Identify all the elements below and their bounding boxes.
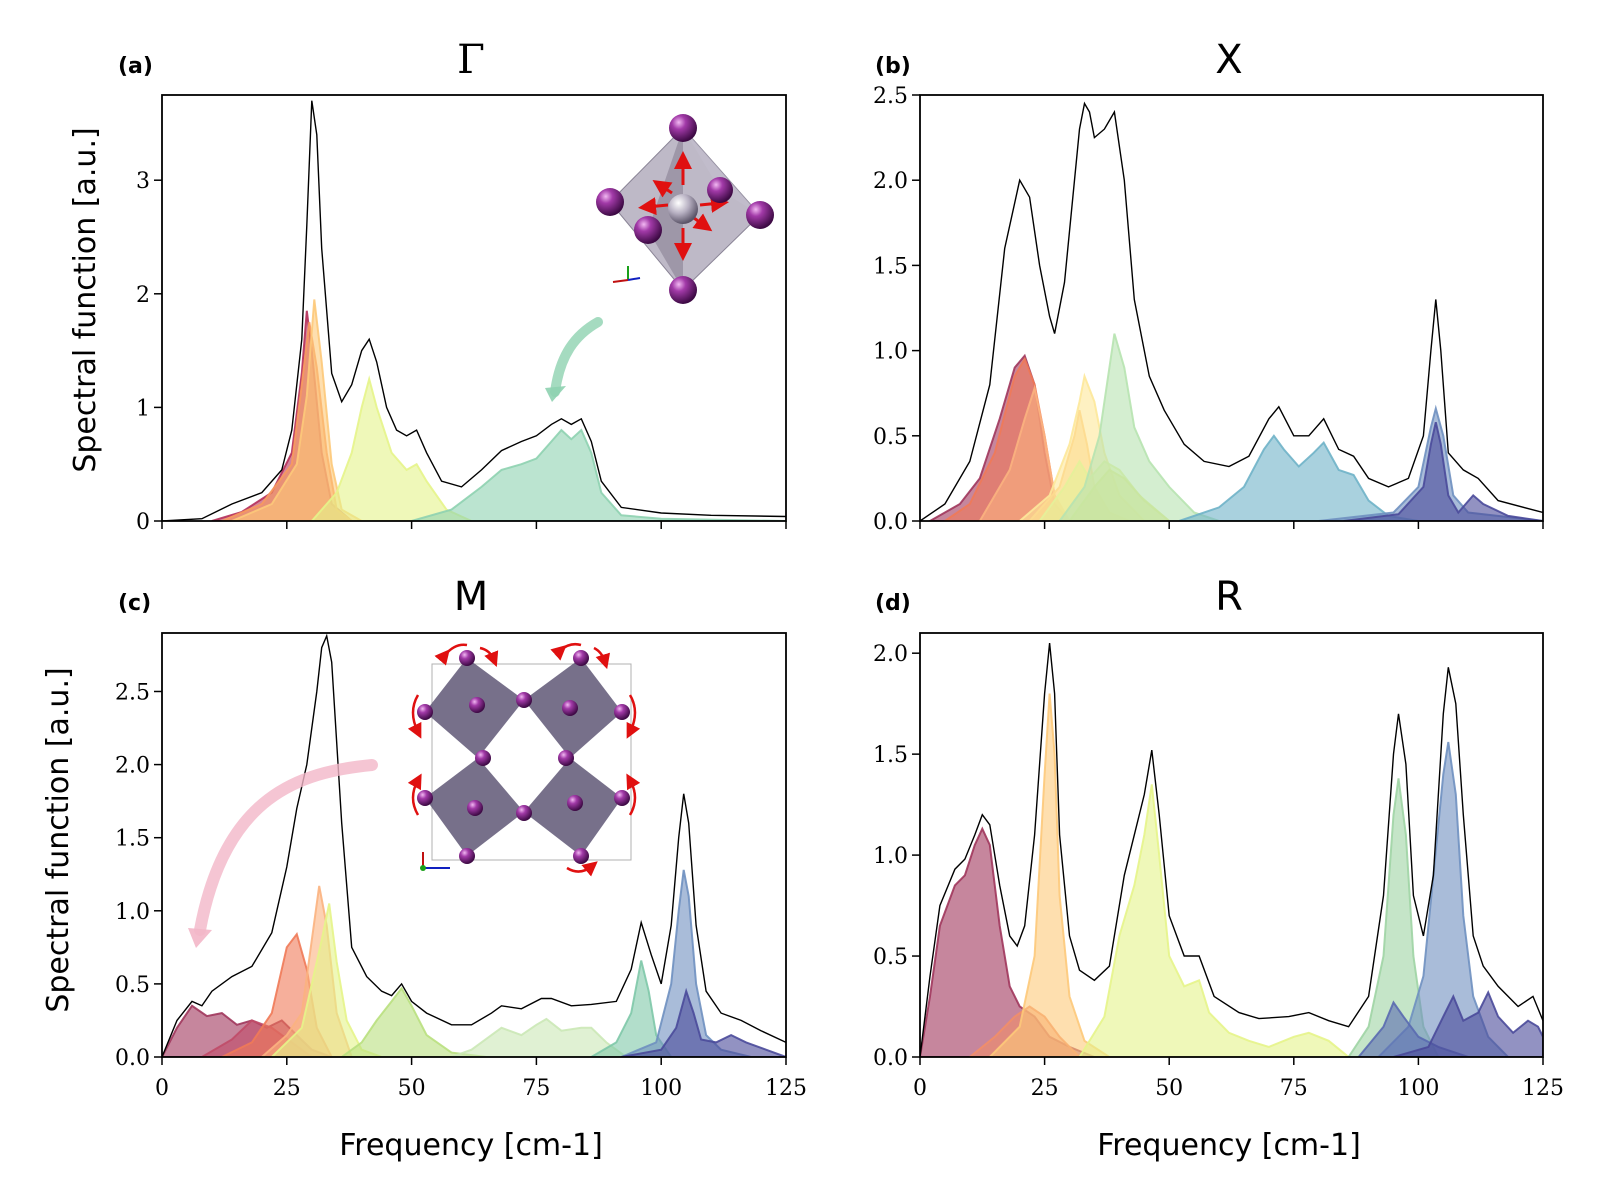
y-axis-label-a: Spectral function [a.u.] [68,127,103,472]
series-group [162,633,786,1057]
mode-area-5 [411,428,786,521]
plot-area-d: 0.0 0.5 1.0 1.5 2.0 0 25 50 75 100 125 [873,632,1564,1101]
y-tick-label: 0.5 [873,945,908,970]
y-tick-label: 0.5 [115,973,150,998]
y-tick-label: 3 [136,169,150,194]
x-tick-label: 25 [273,1076,301,1101]
x-tick-label: 75 [522,1076,550,1101]
y-axis-label-c: Spectral function [a.u.] [41,667,76,1012]
inset-tilted-octahedra [407,642,641,877]
plot-area-b: 0.0 0.5 1.0 1.5 2.0 2.5 [873,84,1544,535]
y-tick-label: 0.0 [873,1046,908,1071]
mode-area-6 [340,986,487,1057]
y-tick-label: 0.5 [873,425,908,450]
total-spectrum-line [162,633,786,1057]
total-spectrum-line [920,101,1543,521]
series-group [162,100,786,521]
mode-area-11 [1343,421,1543,521]
panel-label-b: (b) [875,54,911,79]
y-tick-label: 1.0 [115,900,150,925]
mode-area-7 [451,1017,628,1057]
panel-label-c: (c) [118,591,151,616]
inset-octahedron [596,114,774,304]
y-tick-label: 1.0 [873,844,908,869]
arrow-c-head [188,928,212,948]
panel-label-d: (d) [875,591,911,616]
panel-title-c: M [454,574,489,620]
panel-title-a: Γ [457,37,485,83]
axes-frame [161,94,787,522]
axes-frame [919,94,1544,522]
y-tick-label: 2 [136,283,150,308]
panel-title-b: X [1215,37,1242,83]
y-tick-label: 0.0 [873,510,908,535]
series-group [920,101,1543,521]
y-tick-label: 1.5 [873,743,908,768]
y-tick-label: 2.5 [115,680,150,705]
mode-area-9 [1178,434,1419,521]
x-tick-label: 50 [1155,1076,1183,1101]
y-tick-label: 1.0 [873,340,908,365]
panel-d: (d) R 0.0 0.5 1.0 1.5 2.0 0 25 50 75 100 125 [873,574,1564,1101]
arrow-a [550,317,603,397]
y-tick-label: 1.5 [873,254,908,279]
y-tick-label: 2.0 [115,754,150,779]
y-tick-label: 2.5 [873,84,908,109]
y-tick-label: 0.0 [115,1046,150,1071]
total-spectrum-line [920,643,1543,1057]
mode-area-10 [621,987,786,1057]
mode-area-4 [310,375,472,521]
x-tick-label: 125 [765,1076,807,1101]
x-tick-label: 50 [398,1076,426,1101]
y-tick-label: 2.0 [873,169,908,194]
x-tick-label: 0 [155,1076,169,1101]
x-tick-label: 25 [1031,1076,1059,1101]
y-tick-label: 0 [136,510,150,535]
y-tick-label: 2.0 [873,642,908,667]
x-tick-label: 100 [640,1076,682,1101]
arrow-a-head [545,386,566,402]
plot-area-c: 0.0 0.5 1.0 1.5 2.0 2.5 0 25 50 75 100 125 [115,632,807,1101]
x-tick-label: 100 [1397,1076,1439,1101]
axes-frame [919,632,1544,1058]
x-tick-label: 125 [1522,1076,1564,1101]
mode-area-8 [1068,468,1171,521]
y-tick-label: 1 [136,396,150,421]
x-axis-label-d: Frequency [cm-1] [1097,1128,1361,1163]
series-group [920,643,1543,1057]
y-tick-label: 1.5 [115,827,150,852]
panel-title-d: R [1215,574,1243,620]
x-axis-label-c: Frequency [cm-1] [339,1128,603,1163]
panel-a: (a) Γ 0 1 2 3 [118,37,787,535]
plot-area-a: 0 1 2 3 [136,94,787,535]
panel-label-a: (a) [118,54,153,79]
x-tick-label: 75 [1280,1076,1308,1101]
mode-area-4 [1078,784,1351,1057]
panel-c: (c) M 0.0 0.5 1.0 1.5 2.0 2.5 0 25 50 75 100 125 [115,574,807,1101]
arrow-c [194,759,378,936]
panel-b: (b) X 0.0 0.5 1.0 1.5 2.0 2.5 [873,37,1544,535]
axes-frame [161,632,787,1058]
total-spectrum-line [162,100,786,521]
x-tick-label: 0 [913,1076,927,1101]
